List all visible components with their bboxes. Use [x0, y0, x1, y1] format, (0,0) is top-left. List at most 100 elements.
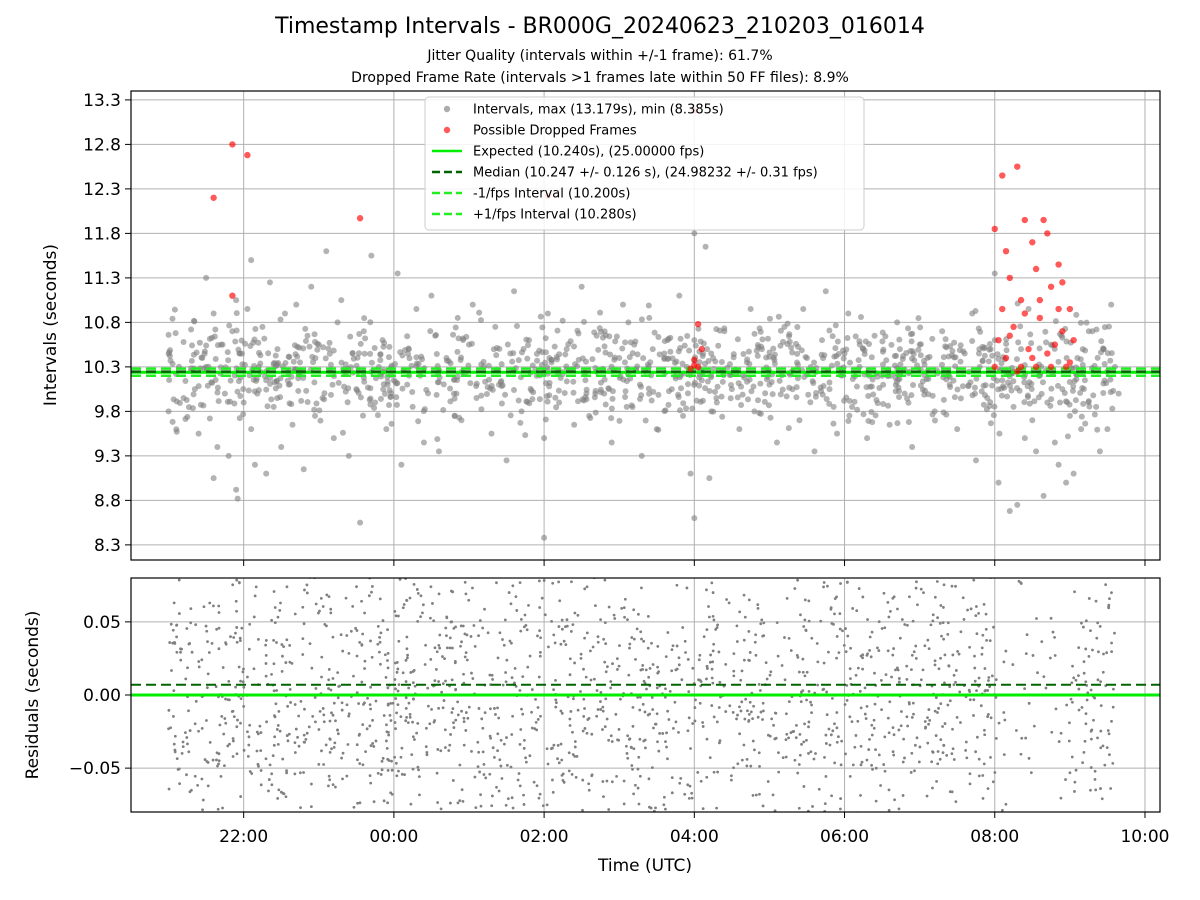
residual-point: [424, 825, 427, 828]
residual-point: [256, 637, 260, 641]
residual-point: [775, 621, 779, 625]
residual-point: [427, 821, 430, 824]
residual-point: [173, 734, 177, 738]
residual-point: [729, 774, 733, 778]
residual-point: [748, 832, 751, 835]
residual-point: [886, 716, 890, 720]
interval-point: [536, 396, 543, 403]
interval-point: [1006, 508, 1013, 515]
interval-point: [638, 316, 645, 323]
residual-point: [272, 689, 276, 693]
residual-point: [859, 794, 862, 797]
residual-point: [246, 730, 249, 734]
residual-point: [602, 637, 606, 641]
residual-point: [735, 640, 739, 643]
residual-point: [749, 710, 753, 714]
residual-point: [943, 653, 947, 657]
residual-point: [833, 597, 837, 601]
residual-point: [833, 761, 837, 765]
residual-point: [328, 840, 331, 843]
residual-point: [362, 703, 365, 706]
residual-point: [432, 720, 436, 724]
interval-point: [592, 409, 599, 416]
interval-point: [945, 353, 952, 360]
interval-point: [542, 380, 549, 387]
interval-point: [451, 395, 458, 402]
residual-point: [407, 686, 411, 690]
residual-point: [981, 633, 985, 637]
residual-point: [433, 679, 437, 683]
residual-point: [172, 601, 176, 605]
residual-point: [822, 585, 825, 589]
interval-point: [478, 406, 485, 413]
interval-point: [551, 343, 558, 350]
residual-point: [504, 680, 508, 684]
interval-point: [433, 391, 440, 398]
residual-point: [797, 806, 801, 810]
residual-point: [772, 723, 775, 727]
residual-point: [557, 625, 561, 628]
residual-point: [751, 739, 755, 743]
residual-point: [522, 850, 525, 853]
residual-point: [193, 774, 197, 778]
residual-point: [664, 807, 667, 811]
interval-point: [377, 395, 384, 402]
residual-point: [187, 709, 190, 713]
residual-point: [329, 611, 333, 615]
interval-point: [769, 391, 776, 398]
residual-point: [553, 819, 556, 822]
residual-point: [935, 580, 939, 583]
residual-point: [334, 719, 337, 723]
interval-point: [702, 243, 709, 250]
interval-point: [651, 329, 658, 336]
interval-point: [784, 340, 791, 347]
residual-point: [982, 762, 986, 766]
residual-point: [368, 703, 372, 707]
residual-point: [235, 626, 239, 629]
interval-point: [868, 409, 875, 416]
residual-point: [415, 588, 419, 591]
interval-point: [691, 379, 698, 386]
interval-point: [394, 270, 401, 277]
residual-point: [474, 806, 478, 809]
interval-point: [826, 386, 833, 393]
residual-point: [231, 737, 235, 740]
residual-point: [787, 636, 791, 640]
interval-point: [183, 397, 190, 404]
residual-point: [933, 709, 937, 713]
residual-point: [735, 624, 739, 628]
residual-point: [1088, 820, 1091, 823]
interval-point: [835, 350, 842, 357]
residual-point: [290, 661, 294, 665]
residual-point: [188, 729, 192, 732]
dropped-frame-point: [999, 305, 1006, 313]
residual-point: [305, 591, 309, 595]
residual-point: [658, 732, 662, 735]
interval-point: [947, 384, 954, 391]
residual-point: [413, 684, 417, 688]
residual-point: [685, 586, 689, 590]
residual-point: [705, 664, 709, 668]
interval-point: [460, 336, 467, 343]
residual-point: [201, 798, 205, 802]
residual-point: [168, 641, 172, 644]
residual-point: [997, 721, 1001, 725]
interval-point: [1070, 470, 1077, 477]
residual-point: [329, 607, 333, 611]
residual-point: [800, 742, 803, 746]
interval-point: [214, 389, 221, 396]
residual-point: [355, 654, 359, 658]
residual-point: [793, 758, 797, 762]
residual-point: [638, 737, 642, 741]
interval-point: [830, 420, 837, 427]
interval-point: [765, 402, 772, 409]
residual-point: [1095, 814, 1098, 817]
residual-point: [950, 584, 954, 588]
interval-point: [872, 412, 879, 419]
residual-point: [509, 602, 513, 606]
residual-point: [838, 627, 842, 631]
residual-point: [347, 712, 351, 716]
residual-point: [229, 635, 232, 639]
interval-point: [1028, 380, 1035, 387]
residual-point: [656, 671, 660, 675]
